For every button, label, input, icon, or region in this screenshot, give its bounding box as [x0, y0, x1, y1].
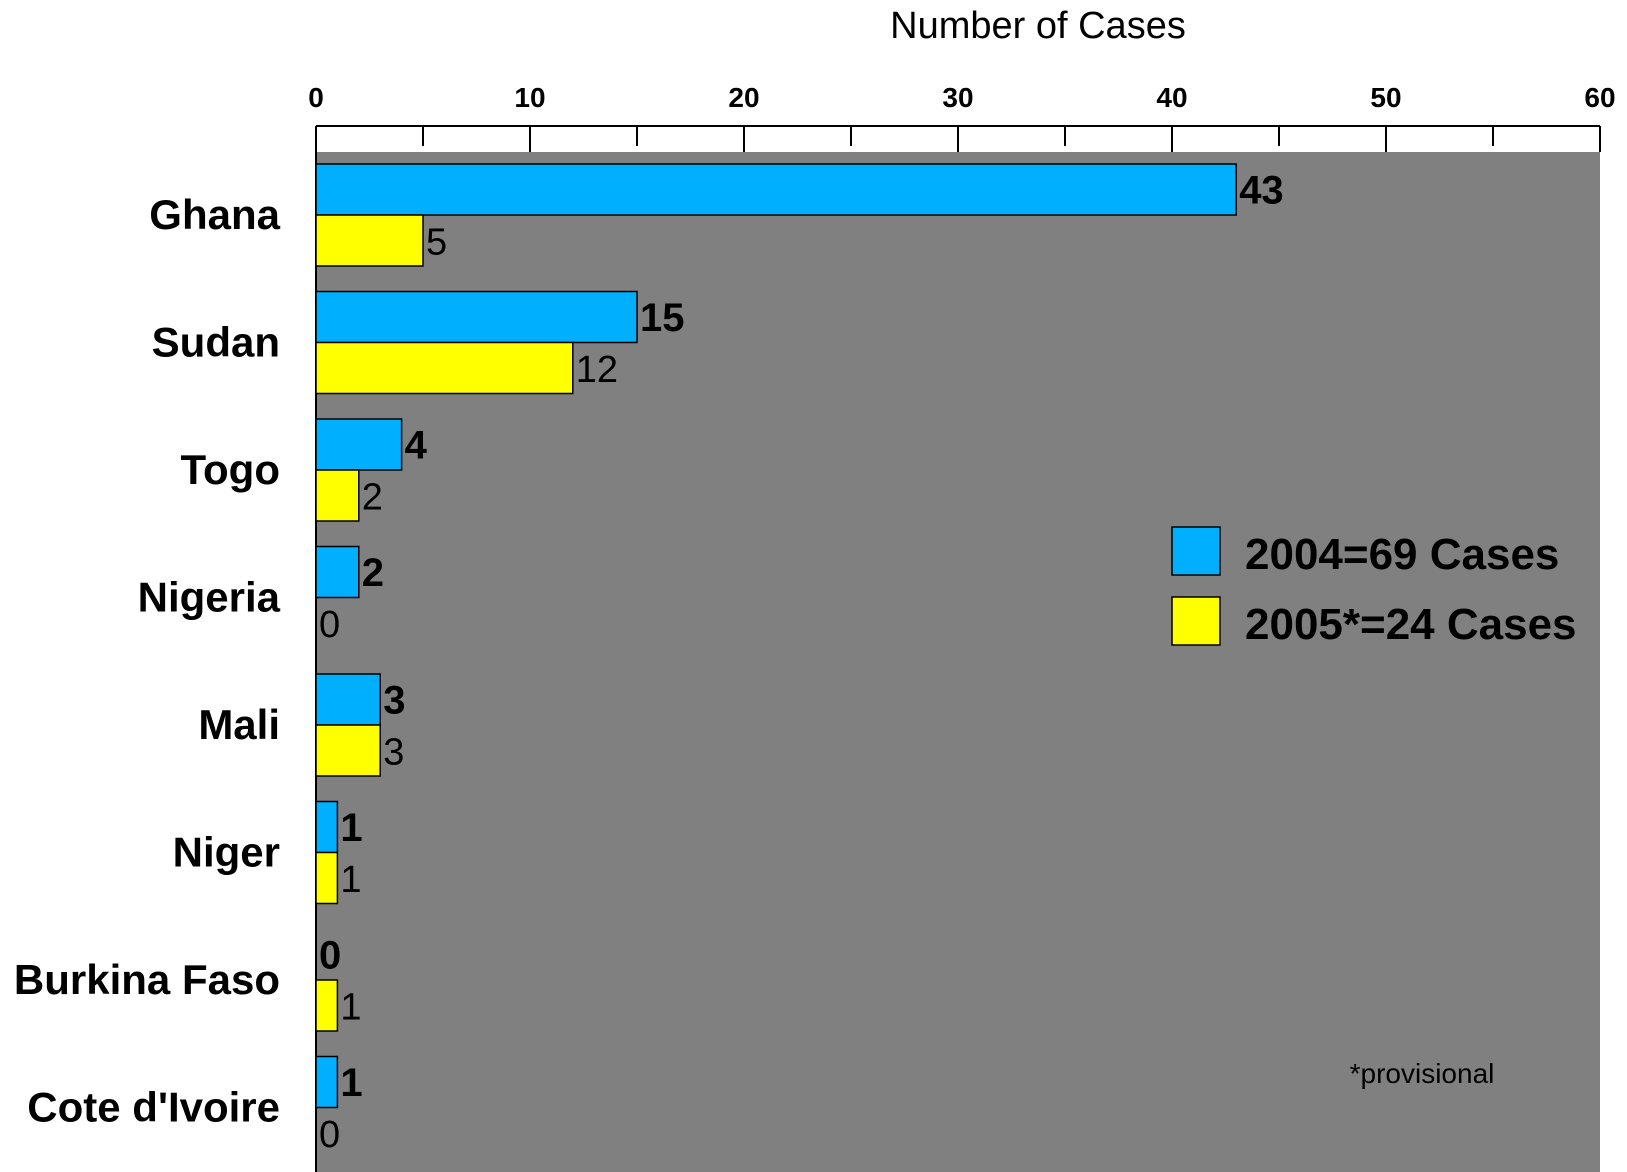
data-label-series-1: 2: [362, 551, 384, 595]
bar-series-1: [315, 800, 339, 854]
data-label-series-2: 0: [319, 1114, 340, 1156]
x-axis-title: Number of Cases: [890, 5, 1186, 47]
x-tick-label: 40: [1156, 82, 1187, 113]
bar-series-2: [315, 469, 360, 522]
category-label: Nigeria: [138, 574, 281, 621]
data-label-series-1: 0: [319, 934, 341, 978]
bar-series-1: [315, 673, 381, 726]
legend-label: 2005*=24 Cases: [1245, 600, 1577, 649]
bar-series-2: [315, 214, 424, 267]
bar-series-2: [315, 724, 381, 777]
data-label-series-1: 15: [640, 296, 685, 340]
data-label-series-1: 43: [1239, 169, 1284, 213]
data-label-series-2: 1: [340, 859, 361, 901]
data-label-series-2: 3: [383, 732, 404, 774]
data-label-series-1: 4: [405, 424, 428, 468]
category-label: Burkina Faso: [14, 956, 280, 1003]
legend-label: 2004=69 Cases: [1245, 530, 1559, 579]
provisional-note: *provisional: [1350, 1058, 1495, 1089]
x-tick-label: 60: [1584, 82, 1615, 113]
x-tick-label: 30: [942, 82, 973, 113]
category-label: Mali: [198, 701, 280, 748]
category-label: Sudan: [152, 319, 280, 366]
bar-series-1: [315, 163, 1237, 216]
data-label-series-1: 3: [383, 679, 405, 723]
x-tick-label: 20: [728, 82, 759, 113]
x-tick-label: 10: [514, 82, 545, 113]
legend: 2004=69 Cases 2005*=24 Cases: [1171, 526, 1577, 649]
x-tick-label: 0: [308, 82, 324, 113]
bar-series-1: [315, 418, 403, 471]
x-tick-label: 50: [1370, 82, 1401, 113]
category-labels: Ghana Sudan Togo Nigeria Mali Niger Burkina Fa…: [14, 191, 281, 1131]
data-label-series-2: 5: [426, 222, 447, 264]
category-label: Togo: [180, 446, 280, 493]
bar-series-2: [315, 341, 574, 395]
data-label-series-2: 12: [576, 349, 618, 391]
bar-series-2: [315, 851, 339, 905]
legend-swatch: [1171, 596, 1221, 646]
data-label-series-1: 1: [340, 806, 362, 850]
bar-series-1: [315, 290, 638, 344]
data-label-series-1: 1: [340, 1061, 362, 1105]
data-label-series-2: 1: [340, 987, 361, 1029]
legend-swatch: [1171, 526, 1221, 576]
category-label: Cote d'Ivoire: [27, 1084, 280, 1131]
bar-series-1: [315, 1055, 339, 1109]
data-label-series-2: 2: [362, 477, 383, 519]
category-label: Niger: [173, 829, 280, 876]
bars: [315, 163, 1237, 1109]
bar-series-2: [315, 979, 339, 1032]
data-label-series-2: 0: [319, 604, 340, 646]
bar-series-1: [315, 545, 360, 599]
category-label: Ghana: [149, 191, 280, 238]
